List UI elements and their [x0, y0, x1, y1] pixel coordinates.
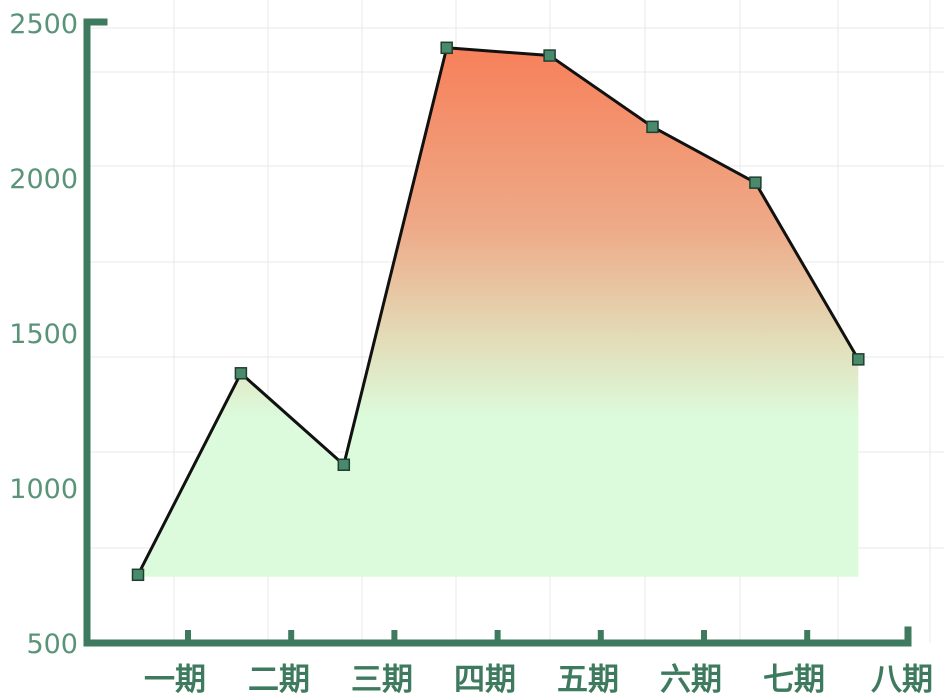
x-tick-label: 四期 [454, 662, 516, 698]
y-tick-label: 2500 [9, 9, 78, 40]
data-points-layer [131, 41, 865, 582]
y-tick-label: 1500 [9, 319, 78, 350]
x-tick-label: 五期 [557, 662, 619, 698]
x-tick-label: 三期 [351, 662, 413, 698]
data-point-1[interactable] [131, 568, 145, 582]
data-point-2[interactable] [234, 367, 248, 380]
x-tick-label: 八期 [871, 662, 933, 698]
tick-labels: 500 1000 1500 2000 2500 一期 二期 三期 四期 五期 六期 七期 八期 [9, 9, 933, 698]
x-tick-label: 二期 [248, 662, 310, 698]
data-point-8[interactable] [852, 353, 865, 366]
x-tick-label: 六期 [660, 662, 722, 698]
area-fill-layer [138, 47, 859, 577]
data-point-6[interactable] [646, 120, 659, 134]
axes [83, 18, 912, 647]
y-tick-label: 1000 [9, 474, 78, 505]
series-area-fill [138, 47, 859, 577]
y-tick-label: 2000 [9, 164, 78, 195]
series-line [136, 46, 860, 576]
data-point-3[interactable] [337, 458, 351, 471]
data-point-4[interactable] [440, 41, 453, 55]
series-line-layer [136, 46, 860, 576]
data-point-5[interactable] [543, 49, 556, 62]
data-point-7[interactable] [749, 176, 762, 189]
x-tick-label: 七期 [763, 662, 825, 698]
y-tick-label: 500 [26, 629, 78, 660]
x-tick-label: 一期 [144, 662, 206, 698]
